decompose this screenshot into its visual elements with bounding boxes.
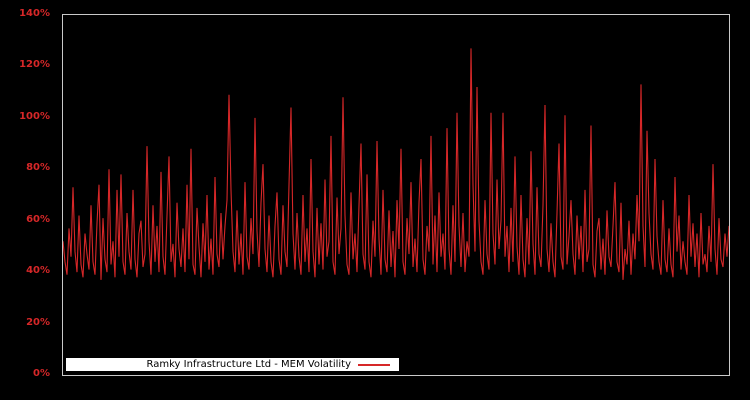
y-tick-label: 80%	[26, 162, 50, 174]
y-tick-label: 0%	[33, 368, 50, 379]
y-tick-label: 140%	[19, 8, 50, 19]
legend-label: Ramky Infrastructure Ltd - MEM Volatilit…	[146, 359, 351, 370]
plot-area	[62, 14, 730, 376]
y-tick-label: 100%	[19, 110, 50, 122]
y-axis: 0% 20% 40% 60% 80% 100% 120% 140%	[0, 0, 50, 400]
volatility-line-series	[63, 48, 729, 280]
y-tick-label: 20%	[26, 316, 50, 328]
y-tick-label: 40%	[26, 265, 50, 277]
y-tick-label: 120%	[19, 59, 50, 71]
legend: Ramky Infrastructure Ltd - MEM Volatilit…	[66, 358, 399, 371]
legend-line-sample-icon	[358, 363, 390, 366]
y-tick-label: 60%	[26, 213, 50, 225]
